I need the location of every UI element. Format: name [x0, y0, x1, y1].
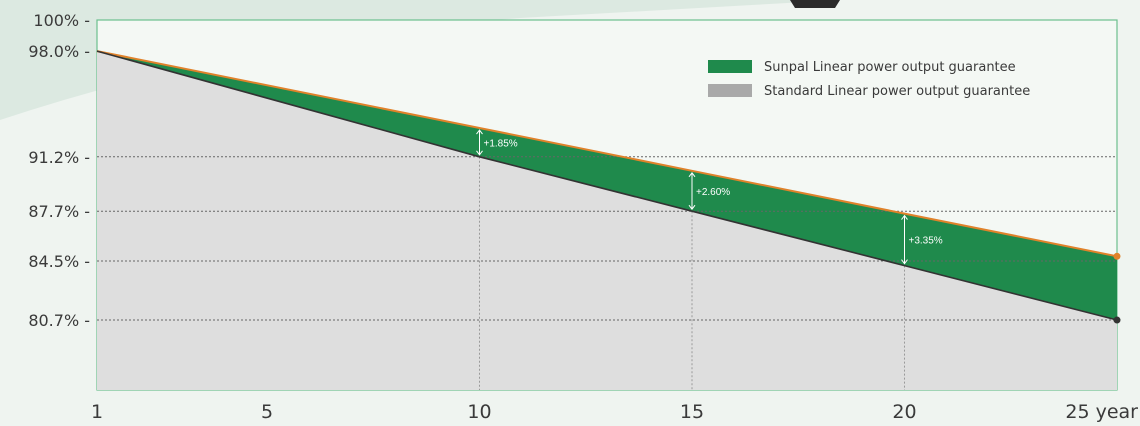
x-tick-label: 15	[680, 401, 704, 423]
x-tick-label: 1	[91, 401, 103, 423]
legend: Sunpal Linear power output guarantee Stan…	[708, 60, 1030, 99]
standard-line	[96, 50, 1118, 321]
y-tick-label: 91.2% -	[28, 148, 90, 167]
arrow-head	[476, 129, 483, 135]
legend-label: Sunpal Linear power output guarantee	[764, 60, 1016, 75]
arrow-head	[901, 259, 908, 265]
arrow-head	[688, 171, 696, 178]
annotation-layer: +1.85% +2.60% +3.35%	[476, 129, 943, 265]
axes-layer: 100% - 98.0% - 91.2% - 87.7% - 84.5% - 80.7% …	[28, 11, 1138, 423]
arrow-head	[476, 150, 483, 156]
legend-label: Standard Linear power output guarantee	[764, 84, 1030, 99]
x-tick-label: 10	[467, 401, 491, 423]
x-tick-label: 5	[261, 401, 273, 423]
area-layer	[97, 51, 1117, 390]
y-tick-label: 100% -	[33, 11, 90, 30]
arrow-head	[688, 204, 696, 211]
sunpal-area	[97, 51, 1117, 320]
x-tick-label: 20	[892, 401, 916, 423]
y-tick-label: 98.0% -	[28, 42, 90, 61]
legend-swatch	[708, 84, 752, 97]
grid-layer	[97, 156, 1117, 390]
y-tick-label: 87.7% -	[28, 202, 90, 221]
arrow-head	[901, 214, 908, 220]
x-tick-label: 25 year	[1065, 401, 1138, 423]
y-tick-label: 84.5% -	[28, 252, 90, 271]
standard-area	[97, 51, 1117, 390]
annotation-label: +2.60%	[696, 187, 730, 198]
standard-end-point	[1113, 316, 1121, 324]
line-layer	[96, 50, 1121, 324]
annotation-label: +1.85%	[484, 138, 518, 149]
sunpal-line	[96, 50, 1118, 258]
sunpal-end-point	[1113, 252, 1121, 260]
annotation-label: +3.35%	[909, 236, 943, 247]
legend-swatch	[708, 60, 752, 73]
y-tick-label: 80.7% -	[28, 311, 90, 330]
